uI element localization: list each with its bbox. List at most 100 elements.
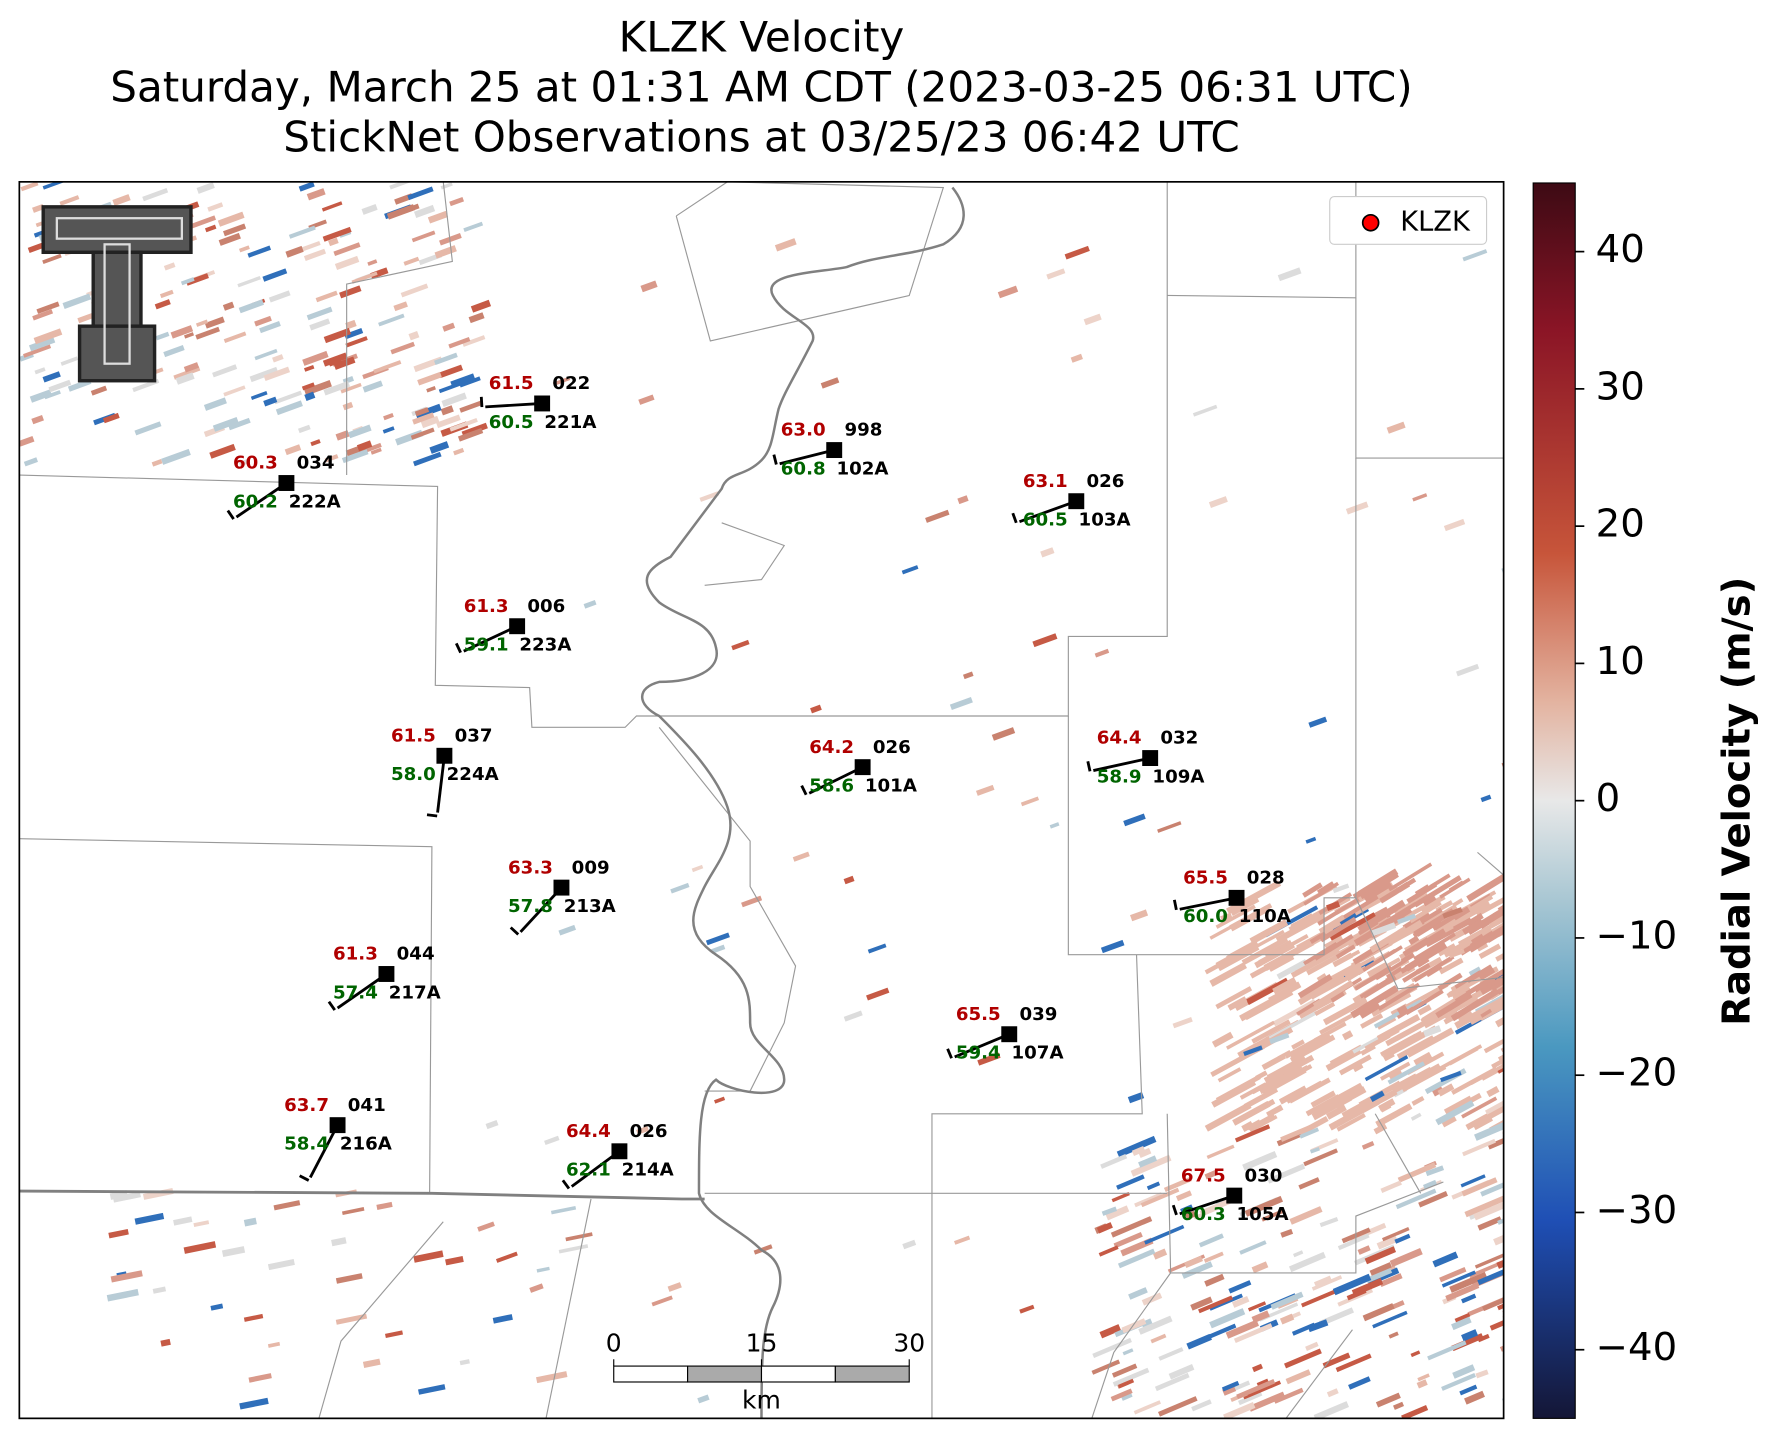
radar-echo bbox=[1138, 1147, 1152, 1158]
radar-echo bbox=[1405, 989, 1444, 1016]
radar-echo bbox=[110, 1270, 143, 1283]
radar-echo bbox=[1466, 912, 1484, 927]
radar-echo bbox=[1469, 1063, 1504, 1086]
radar-echo bbox=[1168, 1363, 1195, 1380]
radar-echo bbox=[1221, 1380, 1240, 1392]
radar-echo bbox=[1313, 1401, 1350, 1419]
radar-echo bbox=[1326, 901, 1341, 911]
colorbar-tick-label: −40 bbox=[1596, 1325, 1678, 1370]
scale-segment bbox=[760, 1365, 836, 1383]
radar-echo bbox=[1373, 999, 1423, 1029]
radar-echo bbox=[1336, 1113, 1366, 1132]
radar-echo bbox=[1385, 1017, 1432, 1047]
radar-echo bbox=[183, 1241, 217, 1254]
radar-echo bbox=[1383, 906, 1413, 928]
radar-echo bbox=[459, 400, 483, 413]
radar-echo bbox=[1325, 1104, 1347, 1120]
radar-echo bbox=[710, 944, 726, 954]
radar-echo bbox=[212, 417, 239, 432]
radar-echo bbox=[48, 379, 72, 393]
radar-echo bbox=[1439, 1266, 1467, 1283]
radar-echo bbox=[373, 360, 402, 374]
radar-echo bbox=[1138, 1155, 1158, 1168]
station-marker bbox=[1226, 1187, 1243, 1204]
radar-echo bbox=[1211, 1031, 1234, 1048]
temperature: 64.2 bbox=[809, 737, 854, 758]
temperature: 63.7 bbox=[284, 1095, 329, 1116]
radar-echo bbox=[223, 331, 247, 343]
radar-echo bbox=[1395, 1188, 1437, 1210]
radar-echo bbox=[238, 299, 264, 314]
radar-echo bbox=[1332, 883, 1350, 894]
radar-echo bbox=[1490, 978, 1504, 991]
radar-echo bbox=[1346, 1288, 1367, 1301]
radar-echo bbox=[299, 240, 321, 253]
radar-echo bbox=[1388, 1070, 1403, 1080]
radar-echo bbox=[1312, 980, 1354, 1009]
radar-echo bbox=[457, 427, 484, 442]
radar-echo bbox=[273, 390, 303, 405]
radar-echo bbox=[1360, 1013, 1384, 1029]
radar-echo bbox=[238, 245, 250, 253]
radar-echo bbox=[1112, 1367, 1150, 1387]
radar-echo bbox=[151, 459, 163, 467]
radar-echo bbox=[1437, 943, 1457, 957]
radar-echo bbox=[774, 238, 797, 252]
radar-echo bbox=[1396, 1004, 1408, 1015]
station-id: 213A bbox=[564, 896, 616, 917]
radar-echo bbox=[1128, 1287, 1148, 1300]
radar-echo bbox=[1121, 1318, 1147, 1334]
radar-echo bbox=[284, 444, 302, 456]
radar-echo bbox=[1234, 1124, 1271, 1143]
station-code: 041 bbox=[348, 1095, 386, 1116]
radar-echo bbox=[1251, 1019, 1291, 1044]
radar-echo bbox=[1110, 1388, 1133, 1402]
radar-echo bbox=[1367, 1267, 1400, 1286]
radar-echo bbox=[203, 397, 227, 411]
radar-echo bbox=[1215, 904, 1256, 929]
radar-echo bbox=[1364, 1246, 1397, 1265]
radar-echo bbox=[1280, 1124, 1312, 1142]
radar-echo bbox=[412, 412, 435, 425]
radar-echo bbox=[1412, 924, 1431, 938]
colorbar-tick-label: 10 bbox=[1596, 639, 1645, 684]
radar-echo bbox=[439, 233, 462, 246]
radar-echo bbox=[1409, 900, 1442, 924]
state-line bbox=[19, 1189, 705, 1201]
wind-barb bbox=[463, 624, 518, 653]
radar-echo bbox=[1313, 1275, 1333, 1288]
radar-echo bbox=[345, 336, 368, 348]
wind-barb bbox=[1179, 896, 1237, 911]
radar-echo bbox=[1413, 1051, 1433, 1067]
radar-echo bbox=[1255, 1070, 1268, 1081]
radar-echo bbox=[449, 417, 478, 432]
radar-echo bbox=[1443, 1095, 1473, 1115]
radar-echo bbox=[1105, 1205, 1130, 1221]
radar-echo bbox=[273, 1200, 301, 1211]
temperature: 63.0 bbox=[781, 420, 826, 441]
radar-echo bbox=[335, 1273, 363, 1284]
radar-echo bbox=[170, 325, 194, 339]
radar-echo bbox=[1309, 931, 1327, 944]
radar-echo bbox=[267, 1341, 281, 1348]
radar-echo bbox=[1357, 1245, 1371, 1255]
radar-echo bbox=[1228, 1280, 1252, 1294]
radar-echo bbox=[1242, 1150, 1278, 1171]
radar-echo bbox=[991, 727, 1016, 741]
radar-echo bbox=[239, 1397, 269, 1410]
station-id: 221A bbox=[544, 412, 596, 433]
radar-echo bbox=[175, 372, 195, 385]
radar-echo bbox=[1448, 948, 1465, 959]
wind-barb bbox=[779, 448, 835, 466]
temperature: 61.3 bbox=[333, 944, 378, 965]
radar-echo bbox=[1359, 1002, 1381, 1019]
wind-barb-flag bbox=[426, 813, 438, 818]
radar-echo bbox=[1470, 933, 1485, 945]
radar-echo bbox=[1231, 1295, 1250, 1308]
radar-echo bbox=[1489, 1103, 1504, 1116]
radar-echo bbox=[1480, 1008, 1492, 1018]
radar-echo bbox=[1474, 1122, 1504, 1141]
radar-echo bbox=[237, 275, 261, 288]
radar-echo bbox=[843, 875, 855, 885]
radar-echo bbox=[1329, 912, 1377, 941]
